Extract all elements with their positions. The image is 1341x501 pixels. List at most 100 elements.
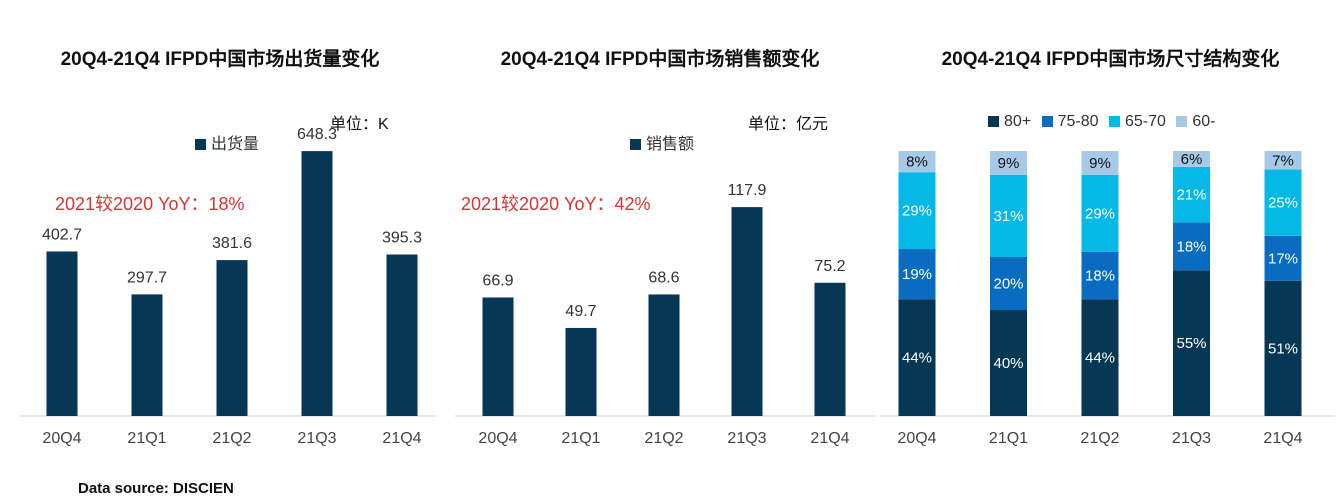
legend-label: 75-80 xyxy=(1057,113,1099,130)
legend-swatch xyxy=(195,139,206,150)
stack-segment xyxy=(990,257,1027,310)
segment-label: 44% xyxy=(1085,350,1115,367)
segment-label: 21% xyxy=(1176,187,1206,204)
stack-segment xyxy=(1081,151,1119,175)
segment-label: 31% xyxy=(993,208,1023,225)
x-tick-label: 21Q1 xyxy=(989,430,1028,447)
stack-segment xyxy=(990,151,1027,175)
shipment-legend: 出货量 xyxy=(195,130,259,154)
shipment-chart-title: 20Q4-21Q4 IFPD中国市场出货量变化 xyxy=(60,49,380,70)
legend-swatch xyxy=(988,116,999,127)
segment-label: 8% xyxy=(906,154,928,171)
segment-label: 44% xyxy=(902,350,932,367)
shipment-yoy-annotation: 2021较2020 YoY：18% xyxy=(55,194,245,214)
bar xyxy=(565,327,597,416)
segment-label: 9% xyxy=(998,155,1020,172)
segment-label: 40% xyxy=(993,355,1023,372)
segment-label: 17% xyxy=(1268,250,1298,267)
x-tick-label: 21Q3 xyxy=(297,430,336,447)
stack-segment xyxy=(1173,270,1210,416)
stack-segment xyxy=(1173,151,1210,167)
data-label: 297.7 xyxy=(127,269,167,286)
legend-swatch xyxy=(1108,116,1120,127)
bar xyxy=(731,207,763,416)
stack-segment xyxy=(898,299,936,416)
x-tick-label: 21Q4 xyxy=(1263,430,1302,447)
segment-label: 29% xyxy=(902,203,932,220)
segment-label: 6% xyxy=(1181,151,1203,168)
bar xyxy=(482,297,514,416)
data-label: 75.2 xyxy=(814,258,845,275)
segment-label: 20% xyxy=(993,276,1023,293)
size-structure-stacked-chart: 44% 19% 29% 8% 20Q4 40% 20% 31% 9% 21Q1 44% 18% 29% 9… xyxy=(880,151,1335,447)
bar xyxy=(131,294,163,416)
data-label: 49.7 xyxy=(565,303,596,320)
stack-segment xyxy=(1081,174,1119,252)
stack-segment xyxy=(898,249,936,300)
legend-label: 65-70 xyxy=(1124,113,1166,130)
x-tick-label: 21Q2 xyxy=(1080,430,1119,447)
data-label: 381.6 xyxy=(212,235,252,252)
bar xyxy=(46,251,78,416)
segment-label: 51% xyxy=(1268,340,1298,357)
x-tick-label: 21Q1 xyxy=(127,430,166,447)
bar xyxy=(216,260,248,416)
segment-label: 18% xyxy=(1085,268,1115,285)
bar xyxy=(301,151,333,416)
data-source-note: Data source: DISCIEN xyxy=(78,480,234,497)
legend-swatch xyxy=(1176,116,1188,127)
stack-segment xyxy=(898,172,936,250)
stack-segment xyxy=(1173,166,1210,223)
shipment-chart-panel: 20Q4-21Q4 IFPD中国市场出货量变化 单位：K 出货量 2021较20… xyxy=(0,0,440,480)
revenue-unit-label: 单位：亿元 xyxy=(748,116,829,133)
stack-segment xyxy=(1081,251,1119,300)
x-tick-label: 21Q1 xyxy=(561,430,600,447)
stack-segment xyxy=(1173,222,1210,271)
x-tick-label: 20Q4 xyxy=(42,430,81,447)
legend-swatch xyxy=(1041,116,1053,127)
bar xyxy=(814,282,846,416)
stack-segment xyxy=(898,151,936,173)
shipment-bar-chart: 402.7 20Q4 297.7 21Q1 381.6 21Q2 648.3 21Q3 395.… xyxy=(20,126,435,447)
segment-label: 9% xyxy=(1089,155,1111,172)
revenue-yoy-annotation: 2021较2020 YoY：42% xyxy=(461,194,651,214)
size-structure-legend: 80+ 75-80 65-70 60- xyxy=(988,113,1215,131)
data-label: 117.9 xyxy=(728,182,767,199)
legend-label: 80+ xyxy=(1004,113,1032,130)
revenue-legend: 销售额 xyxy=(630,130,694,154)
data-label: 648.3 xyxy=(297,126,337,143)
segment-label: 25% xyxy=(1268,195,1298,212)
bar xyxy=(386,254,418,416)
stack-segment xyxy=(1081,299,1119,416)
stack-segment xyxy=(1264,280,1302,416)
segment-label: 7% xyxy=(1272,152,1294,169)
x-tick-label: 21Q3 xyxy=(1172,430,1211,447)
revenue-chart-panel: 20Q4-21Q4 IFPD中国市场销售额变化 单位：亿元 销售额 2021较2… xyxy=(440,0,880,480)
x-tick-label: 20Q4 xyxy=(478,430,517,447)
stack-segment xyxy=(1264,151,1302,170)
data-label: 395.3 xyxy=(382,229,422,246)
size-structure-chart-panel: 20Q4-21Q4 IFPD中国市场尺寸结构变化 80+ 75-80 65-70… xyxy=(880,0,1341,480)
x-tick-label: 21Q2 xyxy=(644,430,683,447)
data-label: 66.9 xyxy=(482,272,513,289)
x-tick-label: 20Q4 xyxy=(897,430,936,447)
data-label: 402.7 xyxy=(42,226,82,243)
x-tick-label: 21Q4 xyxy=(810,430,849,447)
segment-label: 19% xyxy=(902,266,932,283)
shipment-unit-label: 单位：K xyxy=(330,116,389,133)
revenue-chart-title: 20Q4-21Q4 IFPD中国市场销售额变化 xyxy=(500,49,820,70)
segment-label: 55% xyxy=(1176,335,1206,352)
stack-segment xyxy=(1264,169,1302,236)
x-tick-label: 21Q4 xyxy=(382,430,421,447)
segment-label: 18% xyxy=(1176,238,1206,255)
legend-label: 出货量 xyxy=(211,136,260,153)
x-tick-label: 21Q3 xyxy=(727,430,766,447)
stack-segment xyxy=(1264,235,1302,281)
legend-label: 60- xyxy=(1192,113,1216,130)
size-structure-chart-title: 20Q4-21Q4 IFPD中国市场尺寸结构变化 xyxy=(941,49,1280,70)
segment-label: 29% xyxy=(1085,205,1115,222)
bar xyxy=(648,294,680,416)
legend-swatch xyxy=(630,139,641,150)
stack-segment xyxy=(990,174,1027,257)
x-tick-label: 21Q2 xyxy=(212,430,251,447)
